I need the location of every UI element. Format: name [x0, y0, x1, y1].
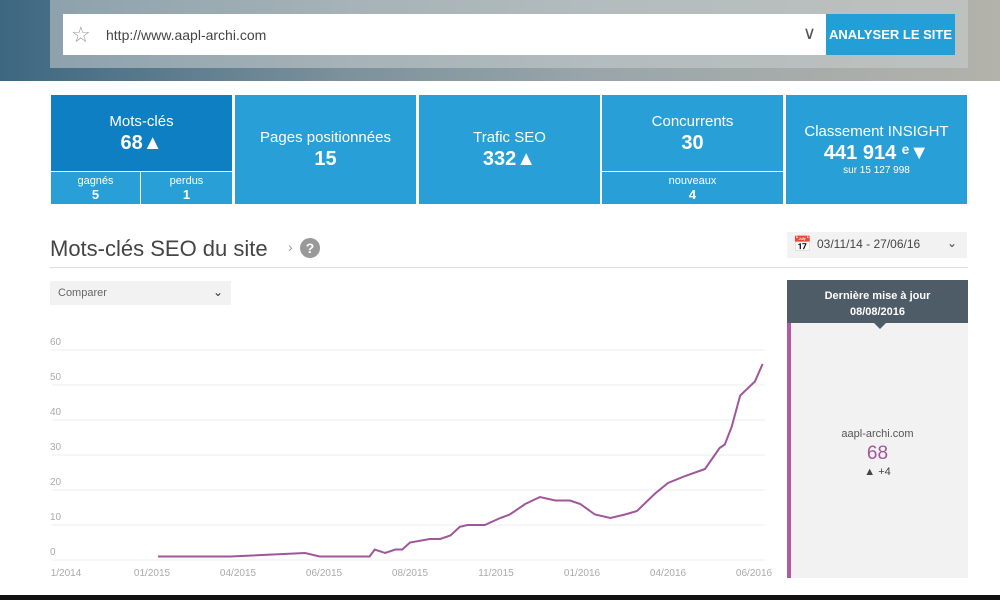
y-tick-label: 20 [50, 477, 62, 488]
url-value: http://www.aapl-archi.com [106, 27, 267, 43]
help-icon[interactable]: ? [300, 238, 320, 258]
update-header: Dernière mise à jour 08/08/2016 [787, 280, 968, 329]
new-label: nouveaux [668, 175, 717, 187]
card-keywords[interactable]: Mots-clés 68▲ gagnés 5 perdus 1 [51, 95, 232, 204]
keywords-lost[interactable]: perdus 1 [141, 171, 232, 204]
y-tick-label: 30 [50, 442, 62, 453]
card-ranking[interactable]: Classement INSIGHT 441 914 ᵉ▼ sur 15 127… [786, 95, 967, 204]
panel-value: 68 [866, 443, 889, 464]
chevron-down-icon: ⌄ [946, 236, 957, 250]
x-tick-label: 04/2016 [650, 568, 687, 579]
x-tick-label: 08/2015 [392, 568, 429, 579]
card-title: Classement INSIGHT [804, 123, 949, 140]
chevron-down-icon: ⌄ [212, 285, 223, 299]
gained-value: 5 [91, 187, 100, 202]
divider [50, 267, 968, 268]
y-tick-label: 40 [50, 407, 62, 418]
lost-value: 1 [182, 187, 191, 202]
y-tick-label: 10 [50, 512, 62, 523]
card-value: 15 [314, 148, 337, 170]
chevron-down-icon[interactable]: ∨ [802, 23, 816, 43]
x-tick-label: 04/2015 [220, 568, 257, 579]
section-title: Mots-clés SEO du site [50, 236, 268, 261]
compare-select[interactable]: Comparer ⌄ [50, 281, 231, 305]
x-tick-label: 01/2016 [564, 568, 601, 579]
gained-label: gagnés [77, 175, 114, 187]
update-date: 08/08/2016 [849, 306, 906, 318]
analyse-button[interactable]: ANALYSER LE SITE [826, 14, 955, 55]
card-traffic[interactable]: Trafic SEO 332▲ [419, 95, 600, 204]
lost-label: perdus [169, 175, 204, 187]
card-title: Concurrents [651, 113, 734, 130]
keywords-gained[interactable]: gagnés 5 [51, 171, 141, 204]
card-competitors[interactable]: Concurrents 30 nouveaux 4 [602, 95, 783, 204]
card-pages[interactable]: Pages positionnées 15 [235, 95, 416, 204]
x-tick-label: 06/2016 [736, 568, 773, 579]
keywords-series-line [158, 363, 764, 558]
panel-delta: ▲ +4 [864, 466, 891, 478]
x-tick-label: 06/2015 [306, 568, 343, 579]
update-label: Dernière mise à jour [824, 290, 931, 302]
compare-label: Comparer [58, 287, 107, 299]
x-tick-label: 01/2015 [134, 568, 171, 579]
update-panel [787, 280, 968, 578]
card-value: 68▲ [120, 132, 163, 154]
card-value: 30 [681, 132, 704, 154]
y-tick-label: 50 [50, 372, 62, 383]
x-tick-label: 1/2014 [51, 568, 82, 579]
date-range-picker[interactable]: 📅 03/11/14 - 27/06/16 ⌄ [787, 232, 967, 258]
card-value: 332▲ [482, 148, 537, 170]
star-icon[interactable]: ☆ [71, 22, 91, 47]
panel-site: aapl-archi.com [841, 428, 914, 440]
url-input[interactable]: ☆ http://www.aapl-archi.com ∨ [63, 14, 826, 55]
x-tick-label: 11/2015 [478, 568, 514, 579]
y-tick-label: 0 [50, 547, 56, 558]
y-tick-label: 60 [50, 337, 62, 348]
ranking-total: sur 15 127 998 [843, 165, 910, 176]
card-title: Pages positionnées [260, 129, 391, 146]
card-title: Trafic SEO [473, 129, 546, 146]
card-value: 441 914 ᵉ▼ [823, 142, 930, 164]
chevron-right-icon: › [288, 239, 293, 255]
bottom-bar [0, 595, 1000, 600]
date-range: 03/11/14 - 27/06/16 [817, 237, 921, 251]
card-title: Mots-clés [109, 113, 174, 130]
new-value: 4 [688, 187, 697, 202]
competitors-new[interactable]: nouveaux 4 [602, 171, 783, 204]
calendar-icon: 📅 [793, 236, 812, 253]
